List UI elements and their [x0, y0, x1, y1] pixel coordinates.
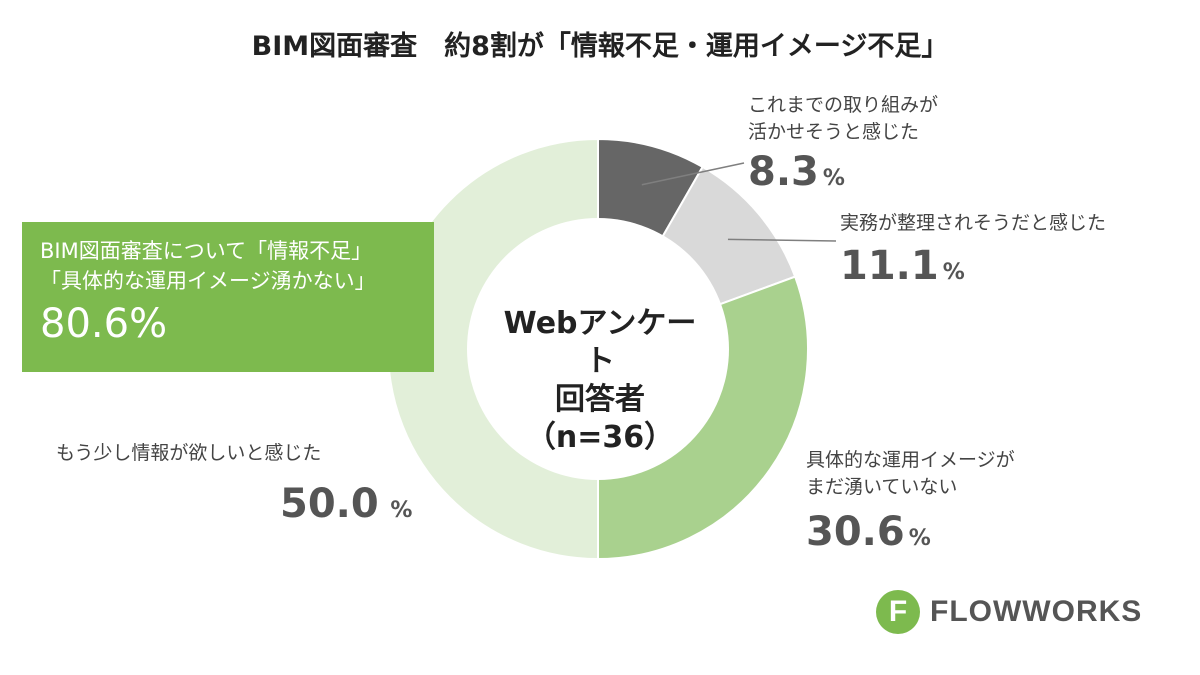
segment-value-1-number: 11.1: [840, 243, 939, 289]
segment-value-0: 8.3%: [748, 152, 845, 192]
segment-label-2: 具体的な運用イメージが まだ湧いていない: [806, 447, 1015, 501]
brand-logo: F FLOWWORKS: [876, 590, 1142, 634]
segment-value-2-unit: %: [908, 526, 931, 551]
center-label-line3: （n=36）: [525, 420, 675, 455]
center-label-line1: Webアンケート: [503, 306, 697, 379]
chart-title: BIM図面審査 約8割が「情報不足・運用イメージ不足」: [251, 31, 949, 62]
segment-value-2-number: 30.6: [806, 509, 905, 555]
segment-value-0-unit: %: [822, 166, 845, 191]
leader-lines: [641, 162, 837, 242]
brand-name: FLOWWORKS: [930, 595, 1143, 628]
segment-label-0: これまでの取り組みが 活かせそうと感じた: [748, 92, 938, 146]
leader-line-0: [641, 162, 745, 186]
segment-value-1-unit: %: [942, 260, 965, 285]
segment-value-3-unit: %: [382, 498, 413, 523]
flowworks-logo-icon: F: [876, 590, 920, 634]
segment-value-0-number: 8.3: [748, 149, 819, 195]
callout-line2: 「具体的な運用イメージ湧かない」: [40, 269, 376, 293]
segment-label-0-line2: 活かせそうと感じた: [748, 121, 920, 143]
segment-label-2-line1: 具体的な運用イメージが: [806, 449, 1015, 471]
callout-line1: BIM図面審査について「情報不足」: [40, 239, 373, 263]
segment-value-3-number: 50.0: [280, 481, 379, 527]
center-label: Webアンケート 回答者 （n=36）: [490, 305, 710, 457]
segment-label-1-line1: 実務が整理されそうだと感じた: [840, 212, 1107, 234]
donut-hole: [467, 218, 729, 480]
segment-label-1: 実務が整理されそうだと感じた: [840, 210, 1106, 237]
segment-label-3: もう少し情報が欲しいと感じた: [56, 440, 321, 467]
segment-value-3: 50.0 %: [280, 484, 412, 524]
callout-value: 80.6%: [40, 301, 168, 347]
segment-value-1: 11.1%: [840, 246, 965, 286]
segment-label-2-line2: まだ湧いていない: [806, 476, 958, 498]
center-label-line2: 回答者: [555, 382, 645, 417]
leader-line-1: [727, 238, 837, 242]
highlight-callout: BIM図面審査について「情報不足」 「具体的な運用イメージ湧かない」 80.6%: [22, 222, 434, 372]
segment-label-3-line1: もう少し情報が欲しいと感じた: [56, 442, 322, 464]
segment-label-0-line1: これまでの取り組みが: [748, 94, 939, 116]
segment-value-2: 30.6%: [806, 512, 931, 552]
